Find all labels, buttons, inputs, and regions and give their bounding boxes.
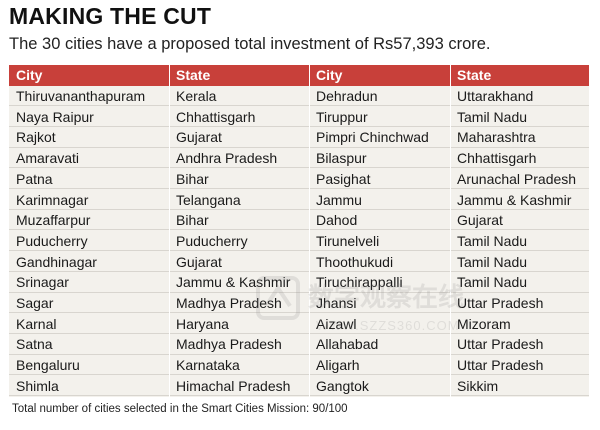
city-cell: Bilaspur <box>316 150 367 167</box>
cities-table: City State City State Thiruvananthapuram… <box>9 65 589 397</box>
city-cell: Thoothukudi <box>316 253 394 270</box>
table-row: Naya Raipur Chhattisgarh Tiruppur Tamil Nad… <box>9 107 589 127</box>
table-row: Thiruvananthapuram Kerala Dehradun Uttarakh… <box>9 86 589 107</box>
state-cell: Jammu & Kashmir <box>457 191 572 208</box>
state-cell: Uttarakhand <box>457 88 534 104</box>
state-cell: Chhattisgarh <box>457 150 537 167</box>
city-cell: Muzaffarpur <box>16 212 91 229</box>
state-cell: Sikkim <box>457 377 499 394</box>
table-row: Bengaluru Karnataka Aligarh Uttar Pradesh <box>9 355 589 376</box>
city-cell: Karnal <box>16 315 57 332</box>
state-cell: Bihar <box>176 212 209 229</box>
state-cell: Uttar Pradesh <box>457 295 544 311</box>
city-cell: Tiruppur <box>316 108 368 125</box>
state-cell: Puducherry <box>176 232 248 249</box>
state-cell: Uttar Pradesh <box>457 357 544 374</box>
city-cell: Dahod <box>316 212 358 229</box>
state-cell: Tamil Nadu <box>457 232 528 249</box>
city-cell: Puducherry <box>16 232 88 249</box>
state-cell: Gujarat <box>176 129 222 146</box>
table-row: Shimla Himachal Pradesh Gangtok Sikkim <box>9 376 589 397</box>
city-cell: Aligarh <box>316 357 360 374</box>
header-state-1: State <box>176 67 211 83</box>
city-cell: Thiruvananthapuram <box>16 88 146 104</box>
city-cell: Satna <box>16 336 53 353</box>
table-row: Gandhinagar Gujarat Thoothukudi Tamil Nadu <box>9 252 589 272</box>
city-cell: Dehradun <box>316 88 378 104</box>
state-cell: Jammu & Kashmir <box>176 274 291 291</box>
state-cell: Uttar Pradesh <box>457 336 544 353</box>
state-cell: Maharashtra <box>457 129 536 146</box>
state-cell: Haryana <box>176 315 229 332</box>
city-cell: Sagar <box>16 295 54 311</box>
table-row: Patna Bihar Pasighat Arunachal Pradesh <box>9 169 589 190</box>
column-divider <box>169 65 170 397</box>
city-cell: Karimnagar <box>16 191 89 208</box>
table-row: Puducherry Puducherry Tirunelveli Tamil Nad… <box>9 231 589 252</box>
state-cell: Tamil Nadu <box>457 274 528 291</box>
state-cell: Karnataka <box>176 357 240 374</box>
page-subtitle: The 30 cities have a proposed total inve… <box>9 35 491 53</box>
state-cell: Mizoram <box>457 315 511 332</box>
header-city-2: City <box>316 67 343 83</box>
table-row: Muzaffarpur Bihar Dahod Gujarat <box>9 210 589 231</box>
city-cell: Bengaluru <box>16 357 80 374</box>
state-cell: Bihar <box>176 170 209 187</box>
table-row: Srinagar Jammu & Kashmir Tiruchirappalli Ta… <box>9 272 589 293</box>
state-cell: Gujarat <box>176 253 222 270</box>
city-cell: Naya Raipur <box>16 108 94 125</box>
table-row: Sagar Madhya Pradesh Jhansi Uttar Pradesh <box>9 293 589 314</box>
city-cell: Patna <box>16 170 53 187</box>
table-row: Satna Madhya Pradesh Allahabad Uttar Prades… <box>9 334 589 355</box>
state-cell: Madhya Pradesh <box>176 336 282 353</box>
state-cell: Gujarat <box>457 212 503 229</box>
city-cell: Jammu <box>316 191 362 208</box>
header-state-2: State <box>457 67 492 83</box>
table-row: Rajkot Gujarat Pimpri Chinchwad Maharashtra <box>9 127 589 148</box>
page-title: MAKING THE CUT <box>9 3 212 29</box>
city-cell: Jhansi <box>316 295 357 311</box>
city-cell: Gandhinagar <box>16 253 97 270</box>
city-cell: Pimpri Chinchwad <box>316 129 429 146</box>
city-cell: Srinagar <box>16 274 69 291</box>
state-cell: Tamil Nadu <box>457 253 528 270</box>
state-cell: Chhattisgarh <box>176 108 256 125</box>
column-divider <box>309 65 310 397</box>
state-cell: Telangana <box>176 191 241 208</box>
city-cell: Rajkot <box>16 129 56 146</box>
state-cell: Arunachal Pradesh <box>457 170 577 187</box>
city-cell: Pasighat <box>316 170 371 187</box>
header-city-1: City <box>16 67 43 83</box>
city-cell: Amaravati <box>16 150 80 167</box>
state-cell: Himachal Pradesh <box>176 377 291 394</box>
table-row: Karimnagar Telangana Jammu Jammu & Kashmir <box>9 190 589 210</box>
table-row: Karnal Haryana Aizawl Mizoram <box>9 314 589 334</box>
state-cell: Andhra Pradesh <box>176 150 278 167</box>
state-cell: Madhya Pradesh <box>176 295 282 311</box>
city-cell: Shimla <box>16 377 59 394</box>
state-cell: Kerala <box>176 88 217 104</box>
city-cell: Gangtok <box>316 377 369 394</box>
footnote: Total number of cities selected in the S… <box>12 403 348 415</box>
table-row: Amaravati Andhra Pradesh Bilaspur Chhattisg… <box>9 148 589 169</box>
city-cell: Allahabad <box>316 336 379 353</box>
column-divider <box>450 65 451 397</box>
city-cell: Tirunelveli <box>316 232 380 249</box>
city-cell: Tiruchirappalli <box>316 274 403 291</box>
table-header: City State City State <box>9 65 589 86</box>
state-cell: Tamil Nadu <box>457 108 528 125</box>
city-cell: Aizawl <box>316 315 357 332</box>
